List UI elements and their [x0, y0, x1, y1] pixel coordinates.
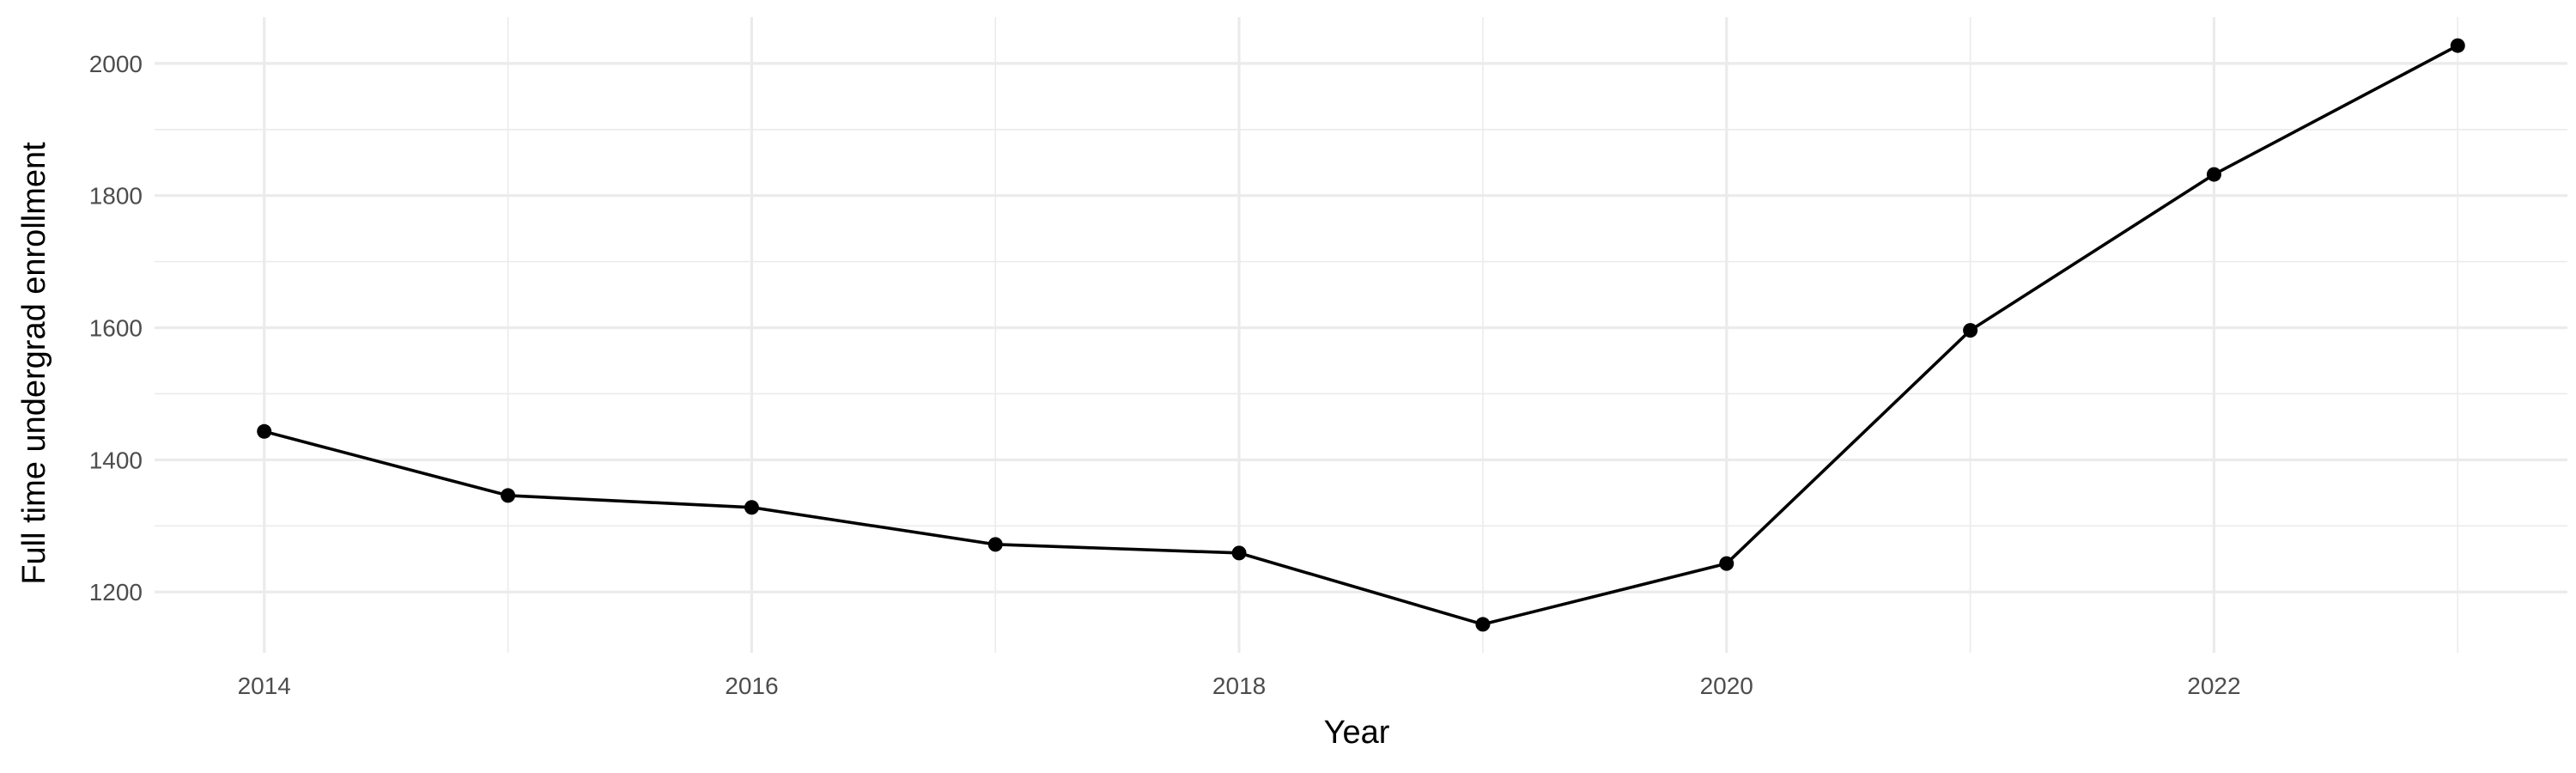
data-point: [1719, 556, 1735, 571]
x-tick-label: 2020: [1700, 673, 1753, 699]
y-tick-label: 1400: [89, 447, 143, 473]
y-axis-title: Full time undergrad enrollment: [16, 142, 52, 585]
x-tick-label: 2018: [1212, 673, 1266, 699]
major-gridlines: [155, 17, 2567, 653]
data-point: [2450, 38, 2465, 53]
y-tick-label: 1800: [89, 183, 143, 210]
y-tick-label: 2000: [89, 51, 143, 77]
y-tick-label: 1200: [89, 579, 143, 606]
x-tick-label: 2014: [238, 673, 291, 699]
data-point: [744, 500, 759, 515]
data-point: [1231, 545, 1247, 561]
x-axis-title: Year: [1324, 715, 1390, 751]
x-tick-label: 2016: [725, 673, 778, 699]
series-points: [257, 38, 2465, 632]
x-tick-label: 2022: [2187, 673, 2240, 699]
x-axis-ticks: 2014 2016 2018 2020 2022: [238, 673, 2241, 699]
data-point: [257, 423, 272, 439]
data-point: [2206, 167, 2221, 182]
data-point: [1475, 617, 1491, 632]
series-line: [262, 44, 2460, 626]
y-axis-ticks: 1200 1400 1600 1800 2000: [89, 51, 143, 606]
data-point: [501, 488, 516, 503]
y-tick-label: 1600: [89, 315, 143, 342]
data-point: [987, 537, 1003, 552]
data-point: [1963, 323, 1978, 338]
series-lines: [262, 44, 2460, 626]
minor-gridlines: [155, 17, 2567, 653]
